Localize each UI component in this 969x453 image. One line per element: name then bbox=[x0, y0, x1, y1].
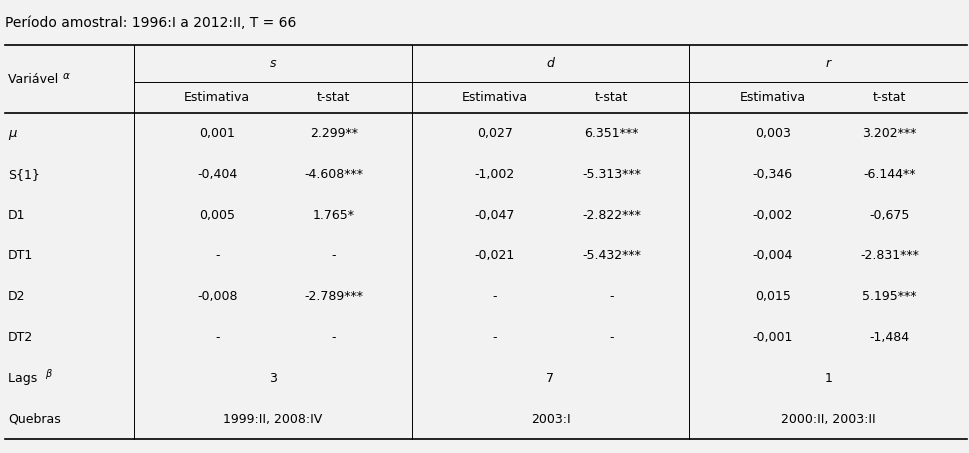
Text: 0,001: 0,001 bbox=[199, 127, 234, 140]
Text: -1,002: -1,002 bbox=[474, 168, 515, 181]
Text: t-stat: t-stat bbox=[317, 91, 350, 104]
Text: -0,675: -0,675 bbox=[868, 209, 909, 222]
Text: t-stat: t-stat bbox=[594, 91, 628, 104]
Text: 6.351***: 6.351*** bbox=[583, 127, 639, 140]
Text: -0,001: -0,001 bbox=[752, 331, 792, 344]
Text: Período amostral: 1996:I a 2012:II, T = 66: Período amostral: 1996:I a 2012:II, T = … bbox=[5, 16, 296, 30]
Text: -5.313***: -5.313*** bbox=[581, 168, 641, 181]
Text: Lags: Lags bbox=[8, 372, 41, 385]
Text: r: r bbox=[825, 57, 829, 70]
Text: -6.144**: -6.144** bbox=[862, 168, 915, 181]
Text: 5.195***: 5.195*** bbox=[861, 290, 916, 303]
Text: 1.765*: 1.765* bbox=[313, 209, 355, 222]
Text: D1: D1 bbox=[8, 209, 25, 222]
Text: -4.608***: -4.608*** bbox=[304, 168, 363, 181]
Text: S{1}: S{1} bbox=[8, 168, 40, 181]
Text: -: - bbox=[492, 331, 497, 344]
Text: -: - bbox=[215, 331, 219, 344]
Text: 1999:II, 2008:IV: 1999:II, 2008:IV bbox=[223, 413, 322, 425]
Text: Estimativa: Estimativa bbox=[184, 91, 250, 104]
Text: 2000:II, 2003:II: 2000:II, 2003:II bbox=[780, 413, 875, 425]
Text: -: - bbox=[331, 331, 335, 344]
Text: -1,484: -1,484 bbox=[868, 331, 909, 344]
Text: 0,005: 0,005 bbox=[199, 209, 234, 222]
Text: α: α bbox=[63, 71, 70, 81]
Text: -5.432***: -5.432*** bbox=[581, 250, 641, 262]
Text: t-stat: t-stat bbox=[872, 91, 905, 104]
Text: -0,021: -0,021 bbox=[474, 250, 515, 262]
Text: 7: 7 bbox=[546, 372, 554, 385]
Text: s: s bbox=[269, 57, 276, 70]
Text: -0,008: -0,008 bbox=[197, 290, 237, 303]
Text: -0,047: -0,047 bbox=[474, 209, 515, 222]
Text: 0,003: 0,003 bbox=[754, 127, 790, 140]
Text: -: - bbox=[215, 250, 219, 262]
Text: 2003:I: 2003:I bbox=[530, 413, 570, 425]
Text: Estimativa: Estimativa bbox=[461, 91, 527, 104]
Text: Estimativa: Estimativa bbox=[738, 91, 805, 104]
Text: 2.299**: 2.299** bbox=[309, 127, 358, 140]
Text: -0,004: -0,004 bbox=[752, 250, 792, 262]
Text: D2: D2 bbox=[8, 290, 25, 303]
Text: -2.831***: -2.831*** bbox=[859, 250, 918, 262]
Text: -: - bbox=[609, 290, 613, 303]
Text: -2.789***: -2.789*** bbox=[304, 290, 363, 303]
Text: DT1: DT1 bbox=[8, 250, 33, 262]
Text: 3.202***: 3.202*** bbox=[861, 127, 916, 140]
Text: -0,002: -0,002 bbox=[752, 209, 792, 222]
Text: -: - bbox=[492, 290, 497, 303]
Text: 0,015: 0,015 bbox=[754, 290, 790, 303]
Text: Variável: Variável bbox=[8, 73, 62, 86]
Text: 0,027: 0,027 bbox=[477, 127, 513, 140]
Text: -2.822***: -2.822*** bbox=[581, 209, 641, 222]
Text: -0,346: -0,346 bbox=[752, 168, 792, 181]
Text: μ: μ bbox=[8, 127, 16, 140]
Text: 1: 1 bbox=[824, 372, 831, 385]
Text: -0,404: -0,404 bbox=[197, 168, 237, 181]
Text: d: d bbox=[546, 57, 554, 70]
Text: β: β bbox=[45, 369, 50, 379]
Text: -: - bbox=[609, 331, 613, 344]
Text: -: - bbox=[331, 250, 335, 262]
Text: Quebras: Quebras bbox=[8, 413, 60, 425]
Text: 3: 3 bbox=[268, 372, 276, 385]
Text: DT2: DT2 bbox=[8, 331, 33, 344]
